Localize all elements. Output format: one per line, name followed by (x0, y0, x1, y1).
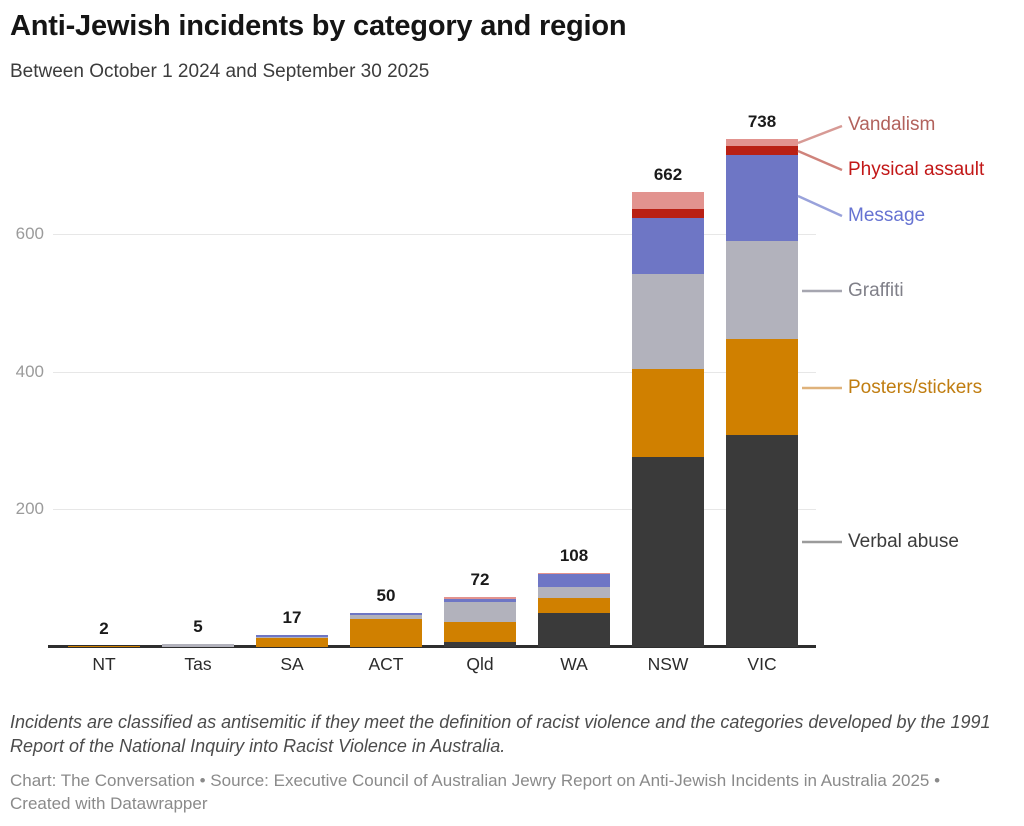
legend-connector-message (797, 194, 843, 218)
bar-total-label: 17 (282, 608, 302, 628)
bar-segment-vic-posters-stickers[interactable] (726, 338, 798, 436)
bar-segment-wa-verbal-abuse[interactable] (538, 612, 610, 647)
chart-subtitle: Between October 1 2024 and September 30 … (10, 61, 430, 82)
chart-title: Anti-Jewish incidents by category and re… (10, 10, 627, 42)
x-axis-label: VIC (747, 654, 777, 674)
attribution: Chart: The Conversation • Source: Execut… (10, 770, 941, 814)
bar-total-label: 5 (193, 616, 203, 636)
x-axis-label: ACT (368, 654, 404, 674)
x-axis-label: NSW (647, 654, 689, 674)
bar-segment-act-posters-stickers[interactable] (350, 619, 422, 647)
y-axis-tick-label: 400 (15, 361, 44, 381)
bar-segment-vic-verbal-abuse[interactable] (726, 435, 798, 647)
bar-segment-nsw-posters-stickers[interactable] (632, 369, 704, 458)
bar-segment-qld-vandalism[interactable] (444, 597, 516, 599)
bar-segment-qld-graffiti[interactable] (444, 601, 516, 623)
bar-segment-wa-message[interactable] (538, 574, 610, 588)
bar-segment-qld-verbal-abuse[interactable] (444, 642, 516, 647)
bar-segment-wa-posters-stickers[interactable] (538, 598, 610, 613)
bar-segment-nsw-verbal-abuse[interactable] (632, 457, 704, 647)
footnote: Incidents are classified as antisemitic … (10, 712, 991, 757)
bar-segment-sa-graffiti[interactable] (256, 637, 328, 639)
legend-label-physical-assault: Physical assault (848, 159, 985, 180)
bar-segment-nsw-vandalism[interactable] (632, 191, 704, 210)
bar-total-label: 108 (559, 545, 589, 565)
gridline-400 (53, 371, 816, 373)
legend-label-graffiti: Graffiti (848, 280, 904, 301)
x-axis-label: Tas (184, 654, 212, 674)
chart-footer: Incidents are classified as antisemitic … (10, 710, 1014, 816)
bar-segment-vic-message[interactable] (726, 155, 798, 242)
bar-segment-sa-message[interactable] (256, 635, 328, 638)
bar-segment-qld-message[interactable] (444, 598, 516, 602)
x-axis-label: SA (280, 654, 304, 674)
bar-segment-tas-graffiti[interactable] (162, 643, 234, 647)
x-axis-label: WA (560, 654, 588, 674)
bar-segment-sa-posters-stickers[interactable] (256, 638, 328, 647)
y-axis-tick-label: 200 (15, 499, 44, 519)
bar-segment-vic-graffiti[interactable] (726, 241, 798, 339)
bar-total-label: 662 (653, 164, 683, 184)
bar-total-label: 2 (99, 618, 109, 638)
x-axis-line (48, 645, 816, 648)
bar-segment-wa-graffiti[interactable] (538, 587, 610, 599)
bar-segment-nsw-physical-assault[interactable] (632, 209, 704, 218)
bar-segment-vic-vandalism[interactable] (726, 139, 798, 147)
bar-segment-act-message[interactable] (350, 612, 422, 616)
gridline-600 (53, 234, 816, 236)
legend-label-posters-stickers: Posters/stickers (848, 377, 983, 398)
legend-label-vandalism: Vandalism (848, 114, 936, 135)
bar-total-label: 72 (470, 570, 490, 590)
bar-segment-nsw-graffiti[interactable] (632, 274, 704, 370)
bar-segment-vic-physical-assault[interactable] (726, 146, 798, 156)
bar-segment-nsw-message[interactable] (632, 217, 704, 275)
x-axis-label: Qld (466, 654, 494, 674)
bar-total-label: 50 (376, 585, 396, 605)
legend-connector-vandalism (797, 124, 843, 145)
legend-label-verbal-abuse: Verbal abuse (848, 531, 959, 552)
stacked-bar-chart: 200 400 600 2 NT 5 Tas 17 SA 50 ACT 72 Qld 108 WA 662 NS… (0, 100, 1024, 685)
y-axis-tick-label: 600 (15, 224, 44, 244)
bar-segment-nt-posters-stickers[interactable] (68, 645, 140, 647)
x-axis-label: NT (92, 654, 116, 674)
legend-label-message: Message (848, 205, 926, 226)
legend-connector-physical-assault (797, 149, 843, 172)
gridline-200 (53, 509, 816, 511)
bar-segment-qld-posters-stickers[interactable] (444, 622, 516, 643)
bar-total-label: 738 (747, 112, 777, 132)
bar-segment-wa-vandalism[interactable] (538, 572, 610, 575)
bar-segment-act-graffiti[interactable] (350, 615, 422, 620)
